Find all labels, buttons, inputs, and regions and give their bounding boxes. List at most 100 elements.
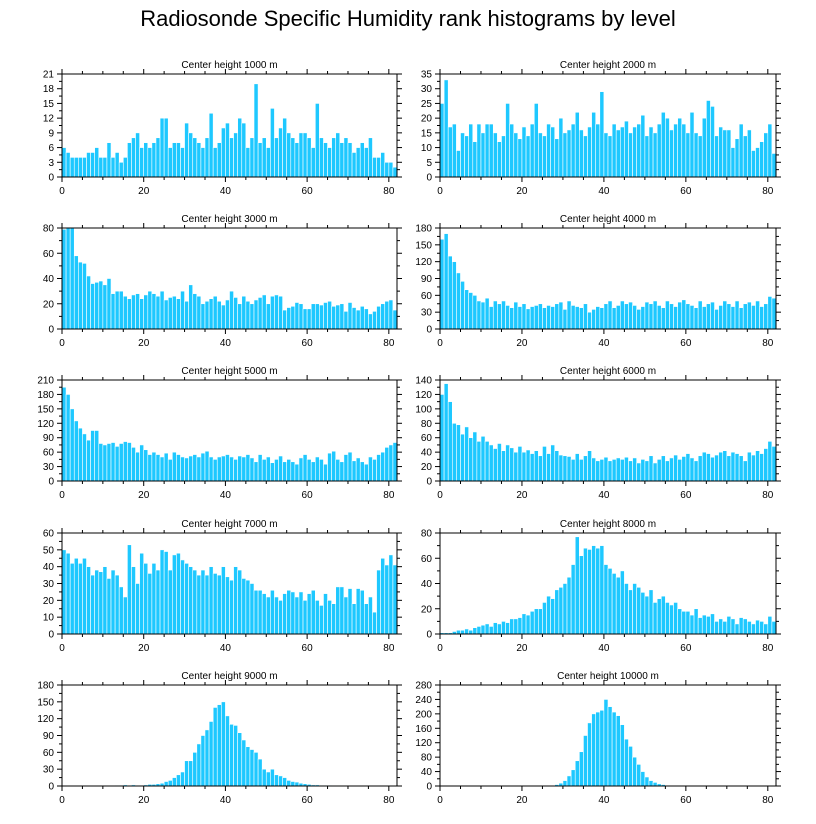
histogram-bar [714, 621, 719, 635]
histogram-bar [65, 152, 71, 178]
histogram-bar [278, 295, 283, 330]
histogram-bar [529, 610, 535, 635]
histogram-bar [505, 103, 510, 178]
y-tick-label: 80 [421, 529, 433, 540]
histogram-bar [747, 129, 752, 178]
histogram-bar [131, 447, 136, 482]
histogram-bar [65, 552, 71, 635]
histogram-bar [167, 297, 173, 330]
histogram-bar [339, 142, 345, 178]
histogram-bar [184, 122, 189, 178]
histogram-bar [208, 456, 214, 482]
histogram-bar [488, 123, 494, 178]
histogram-bar [501, 135, 506, 178]
histogram-bar [167, 569, 173, 635]
histogram-bar [372, 611, 377, 635]
histogram-bar [554, 589, 560, 635]
histogram-bar [525, 308, 531, 330]
histogram-bar [468, 629, 474, 635]
histogram-bar [697, 135, 703, 178]
histogram-bar [241, 578, 247, 635]
histogram-bar [188, 566, 194, 635]
histogram-bar [196, 142, 202, 178]
histogram-bar [106, 142, 112, 178]
histogram-bar [384, 447, 390, 482]
histogram-bar [274, 596, 279, 635]
histogram-bar [102, 566, 108, 635]
histogram-bar [701, 451, 707, 482]
histogram-bar [135, 132, 140, 178]
histogram-bar [167, 147, 173, 178]
histogram-bar [714, 135, 719, 178]
histogram-bar [619, 126, 625, 178]
histogram-bar [82, 157, 87, 178]
histogram-bar [570, 305, 576, 330]
histogram-bar [640, 592, 646, 635]
histogram-bar [443, 383, 449, 482]
histogram-bar [237, 732, 243, 787]
histogram-bar [221, 455, 226, 482]
histogram-bar [615, 576, 621, 635]
histogram-bar [759, 141, 765, 178]
histogram-bar [574, 453, 580, 482]
histogram-bar [302, 600, 308, 635]
histogram-bar [163, 452, 169, 482]
histogram-bar [253, 752, 259, 787]
histogram-bar [734, 623, 740, 635]
y-tick-label: 240 [415, 695, 432, 706]
histogram-bar [294, 781, 300, 787]
histogram-bar [257, 142, 263, 178]
histogram-bar [542, 602, 547, 635]
panel-title: Center height 4000 m [560, 214, 656, 225]
histogram-bar [274, 774, 279, 787]
histogram-bar [443, 79, 449, 178]
histogram-bar [249, 583, 255, 635]
histogram-bar [447, 401, 453, 482]
histogram-bar [718, 126, 724, 178]
histogram-bar [351, 460, 357, 482]
histogram-bar [587, 450, 592, 482]
histogram-bar [476, 626, 482, 635]
histogram-bar [579, 129, 584, 178]
histogram-bar [176, 298, 181, 330]
histogram-bar [327, 600, 332, 635]
histogram-bar [139, 147, 145, 178]
histogram-bar [619, 570, 625, 635]
histogram-bar [759, 453, 765, 482]
histogram-bar [69, 408, 75, 482]
y-tick-label: 140 [415, 376, 432, 387]
histogram-bar [274, 459, 279, 482]
histogram-bar [368, 596, 373, 635]
histogram-bar [380, 451, 386, 482]
histogram-bar [253, 83, 259, 178]
histogram-bar [261, 137, 267, 178]
histogram-bar [595, 547, 601, 635]
histogram-bar [624, 456, 629, 482]
x-tick-label: 60 [680, 490, 692, 501]
histogram-bar [310, 461, 316, 482]
histogram-bar [677, 459, 683, 482]
histogram-bar [751, 150, 756, 178]
histogram-bar [595, 123, 601, 178]
histogram-bar [196, 295, 202, 330]
histogram-bar [282, 117, 287, 178]
histogram-bar [225, 454, 230, 482]
histogram-bar [648, 455, 654, 482]
histogram-bar [697, 300, 703, 330]
histogram-bar [755, 450, 760, 482]
histogram-bar [306, 593, 312, 635]
histogram-bar [380, 152, 386, 178]
histogram-bar [472, 431, 478, 482]
histogram-bar [632, 457, 637, 482]
histogram-bar [476, 300, 482, 330]
histogram-bar [241, 739, 247, 787]
histogram-bar [574, 760, 580, 787]
histogram-bar [583, 303, 588, 330]
histogram-bar [505, 305, 510, 330]
histogram-bar [583, 735, 588, 787]
histogram-bar [611, 307, 617, 330]
histogram-bar [364, 147, 369, 178]
histogram-bar [343, 137, 349, 178]
histogram-bar [525, 614, 531, 635]
panel-title: Center height 10000 m [557, 671, 659, 682]
